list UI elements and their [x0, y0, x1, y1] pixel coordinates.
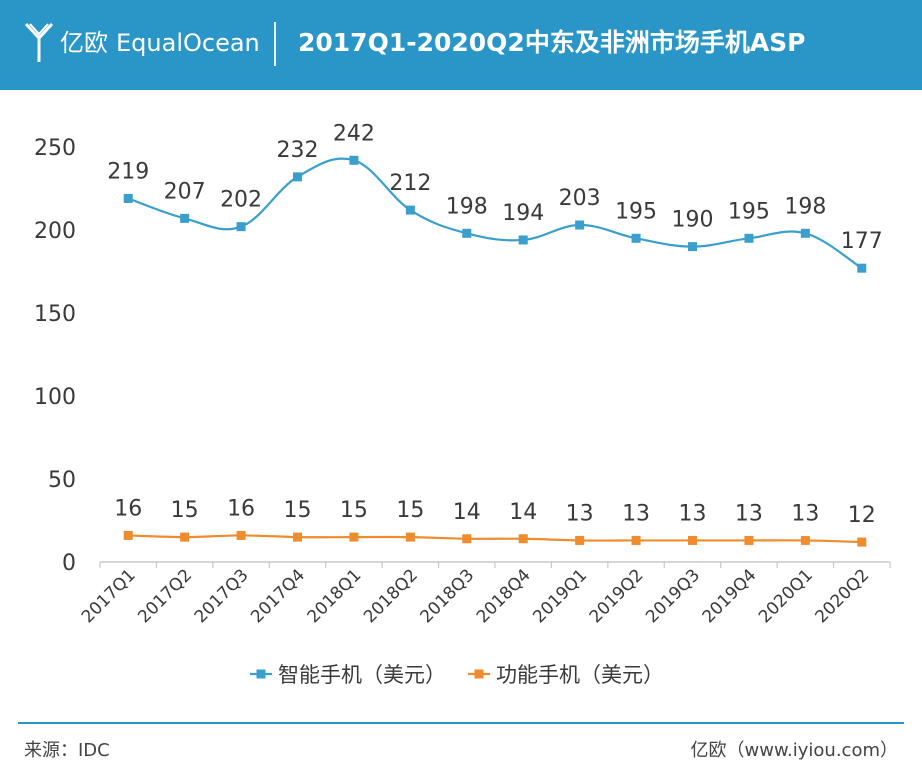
featurephone-data-label: 13 — [566, 501, 594, 526]
smartphone-data-label: 198 — [784, 194, 826, 219]
featurephone-data-label: 15 — [340, 498, 368, 523]
legend-smartphone-label: 智能手机（美元） — [278, 663, 446, 687]
smartphone-data-point — [575, 220, 585, 230]
featurephone-data-point — [349, 532, 359, 542]
smartphone-data-label: 198 — [446, 194, 488, 219]
featurephone-data-point — [293, 532, 302, 542]
smartphone-data-point — [688, 242, 697, 252]
x-tick-label: 2017Q3 — [191, 565, 253, 627]
x-tick-label: 2020Q2 — [811, 565, 873, 627]
x-tick-label: 2017Q4 — [247, 565, 309, 627]
smartphone-data-point — [857, 263, 867, 273]
smartphone-data-label: 195 — [615, 199, 657, 224]
featurephone-data-label: 15 — [171, 498, 199, 523]
source-note: 来源：IDC — [24, 740, 110, 761]
smartphone-data-point — [123, 193, 133, 203]
featurephone-data-label: 13 — [679, 501, 707, 526]
smartphone-data-point — [631, 233, 641, 243]
featurephone-data-point — [688, 535, 697, 545]
featurephone-data-point — [405, 532, 415, 542]
smartphone-data-label: 177 — [841, 229, 883, 254]
smartphone-data-point — [349, 155, 359, 165]
featurephone-data-label: 13 — [791, 501, 819, 526]
featurephone-data-point — [518, 534, 528, 544]
featurephone-data-point — [575, 535, 585, 545]
x-tick-label: 2019Q3 — [642, 565, 704, 627]
x-tick-label: 2020Q1 — [755, 565, 817, 627]
x-tick-label: 2017Q2 — [134, 565, 196, 627]
x-tick-label: 2019Q2 — [586, 565, 648, 627]
smartphone-data-label: 232 — [277, 138, 319, 163]
brand-name-en: EqualOcean — [116, 29, 260, 57]
smartphone-data-label: 202 — [220, 188, 262, 213]
featurephone-data-label: 15 — [284, 498, 312, 523]
smartphone-data-point — [180, 213, 190, 223]
featurephone-data-point — [462, 534, 472, 544]
featurephone-data-point — [744, 535, 754, 545]
site-credit: 亿欧（www.iyiou.com） — [690, 740, 898, 761]
legend-featurephone-label: 功能手机（美元） — [496, 663, 664, 687]
featurephone-data-point — [180, 532, 190, 542]
featurephone-data-label: 16 — [227, 496, 255, 521]
smartphone-data-label: 203 — [559, 186, 601, 211]
featurephone-data-label: 14 — [509, 500, 537, 525]
featurephone-data-label: 13 — [735, 501, 763, 526]
smartphone-data-label: 242 — [333, 121, 375, 146]
smartphone-data-label: 190 — [672, 208, 714, 233]
featurephone-data-label: 12 — [848, 503, 876, 528]
featurephone-data-label: 14 — [453, 500, 481, 525]
legend-smartphone-marker — [256, 669, 266, 679]
x-tick-label: 2018Q3 — [416, 565, 478, 627]
asp-line-chart: 0501001502002502017Q12017Q22017Q32017Q42… — [34, 121, 891, 687]
featurephone-data-point — [631, 535, 641, 545]
legend-featurephone-marker — [474, 669, 484, 679]
featurephone-data-label: 15 — [396, 498, 424, 523]
y-tick-label: 0 — [62, 551, 76, 576]
footer-divider — [18, 722, 904, 724]
page-title: 2017Q1-2020Q2中东及非洲市场手机ASP — [298, 28, 806, 57]
x-tick-label: 2018Q4 — [473, 565, 535, 627]
y-tick-label: 200 — [34, 219, 76, 244]
smartphone-data-point — [518, 235, 528, 245]
smartphone-data-point — [800, 228, 810, 238]
smartphone-data-label: 212 — [389, 171, 431, 196]
smartphone-data-label: 194 — [502, 201, 544, 226]
y-tick-label: 100 — [34, 385, 76, 410]
x-tick-label: 2019Q4 — [699, 565, 761, 627]
equalocean-logo-icon — [24, 22, 54, 62]
x-tick-label: 2018Q2 — [360, 565, 422, 627]
y-tick-label: 150 — [34, 302, 76, 327]
smartphone-data-label: 219 — [107, 159, 149, 184]
x-tick-label: 2017Q1 — [78, 565, 140, 627]
smartphone-data-label: 207 — [164, 179, 206, 204]
featurephone-data-point — [236, 530, 246, 540]
featurephone-data-point — [800, 535, 810, 545]
featurephone-data-label: 16 — [114, 496, 142, 521]
header-bar: 亿欧 EqualOcean 2017Q1-2020Q2中东及非洲市场手机ASP — [0, 0, 922, 90]
brand-name-cn: 亿欧 — [60, 29, 108, 57]
smartphone-data-label: 195 — [728, 199, 770, 224]
x-tick-label: 2018Q1 — [304, 565, 366, 627]
smartphone-data-point — [293, 172, 302, 182]
smartphone-data-point — [744, 233, 754, 243]
x-tick-label: 2019Q1 — [529, 565, 591, 627]
header-divider — [274, 22, 276, 66]
featurephone-data-point — [123, 530, 133, 540]
featurephone-data-label: 13 — [622, 501, 650, 526]
y-tick-label: 50 — [48, 468, 76, 493]
featurephone-data-point — [857, 537, 867, 547]
featurephone-series-line — [128, 534, 862, 544]
smartphone-data-point — [462, 228, 472, 238]
smartphone-data-point — [405, 205, 415, 215]
smartphone-data-point — [236, 222, 246, 232]
y-tick-label: 250 — [34, 136, 76, 161]
